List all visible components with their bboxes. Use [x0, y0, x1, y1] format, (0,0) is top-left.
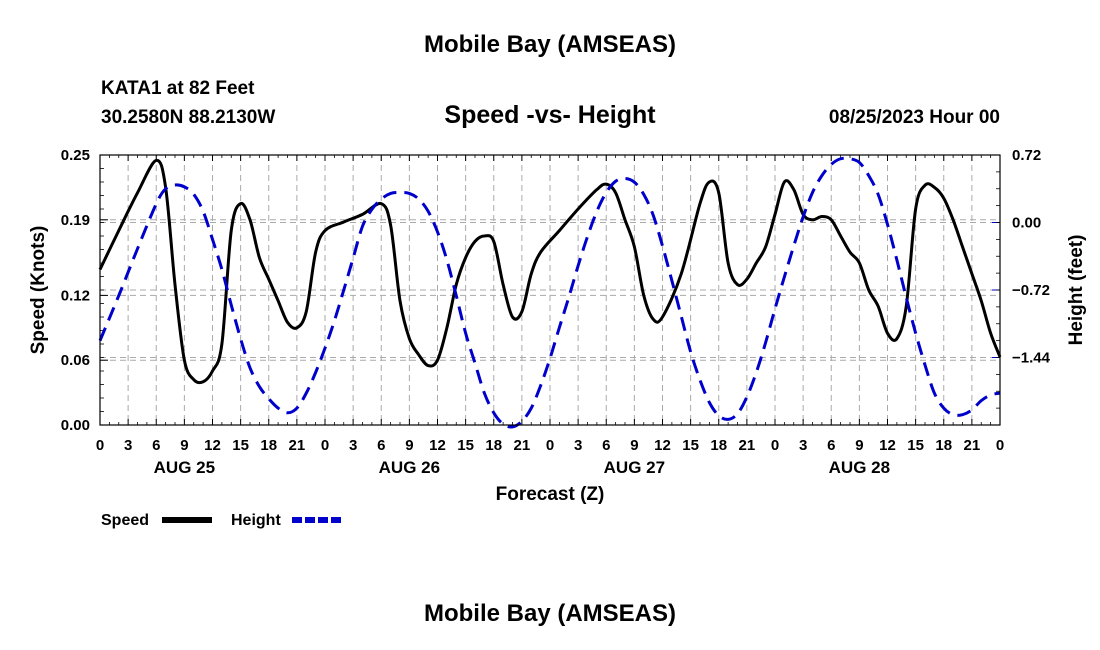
x-tick-label: 12 — [654, 437, 671, 454]
x-tick-label: 6 — [377, 437, 385, 454]
y-left-tick-label: 0.25 — [61, 147, 90, 164]
x-tick-label: 9 — [180, 437, 188, 454]
grid-lines — [100, 154, 1000, 425]
axis-ticks: 0 3 6 9 12 15 18 21 0 3 6 9 12 15 18 21 0 3 6 9 12 15 18 21 0 3 6 9… — [61, 147, 1051, 477]
y-right-tick-label: −1.44 — [1012, 350, 1051, 367]
series-line-speed — [98, 158, 1002, 385]
date-label: AUG 28 — [829, 458, 890, 477]
x-tick-label: 0 — [771, 437, 779, 454]
x-tick-label: 6 — [152, 437, 160, 454]
x-tick-label: 18 — [485, 437, 502, 454]
x-tick-label: 21 — [514, 437, 531, 454]
x-tick-label: 9 — [630, 437, 638, 454]
x-tick-label: 21 — [289, 437, 306, 454]
x-tick-label: 6 — [602, 437, 610, 454]
x-tick-label: 0 — [96, 437, 104, 454]
x-tick-label: 3 — [124, 437, 132, 454]
x-tick-label: 12 — [204, 437, 221, 454]
date-label: AUG 25 — [154, 458, 215, 477]
legend: Speed Height — [101, 512, 342, 529]
run-time: 08/25/2023 Hour 00 — [828, 107, 1000, 128]
x-tick-label: 3 — [574, 437, 582, 454]
y-left-tick-label: 0.19 — [61, 212, 90, 229]
station-label: KATA1 at 82 Feet — [101, 78, 255, 99]
x-tick-label: 3 — [349, 437, 357, 454]
x-tick-label: 3 — [799, 437, 807, 454]
x-tick-label: 21 — [739, 437, 756, 454]
x-tick-label: 18 — [935, 437, 952, 454]
x-tick-label: 15 — [682, 437, 699, 454]
series-layer — [98, 156, 1002, 429]
x-tick-label: 15 — [457, 437, 474, 454]
x-tick-label: 18 — [260, 437, 277, 454]
left-axis-label: Speed (Knots) — [28, 226, 49, 355]
x-tick-label: 9 — [405, 437, 413, 454]
x-tick-label: 21 — [964, 437, 981, 454]
x-tick-label: 15 — [907, 437, 924, 454]
date-label: AUG 26 — [379, 458, 440, 477]
legend-label-height: Height — [231, 512, 281, 529]
chart-subtitle: Speed -vs- Height — [444, 101, 656, 129]
x-axis-label: Forecast (Z) — [496, 484, 605, 505]
x-tick-label: 12 — [429, 437, 446, 454]
x-tick-label: 6 — [827, 437, 835, 454]
x-tick-label: 0 — [546, 437, 554, 454]
date-label: AUG 27 — [604, 458, 665, 477]
right-axis-label: Height (feet) — [1066, 235, 1087, 346]
footer-title: Mobile Bay (AMSEAS) — [423, 600, 677, 627]
station-coordinates: 30.2580N 88.2130W — [101, 107, 276, 128]
y-left-tick-label: 0.06 — [61, 352, 90, 369]
x-tick-label: 18 — [710, 437, 727, 454]
x-tick-label: 0 — [321, 437, 329, 454]
y-left-tick-label: 0.12 — [61, 287, 90, 304]
x-tick-label: 12 — [879, 437, 896, 454]
plot-frame — [99, 154, 1001, 426]
chart-title: Mobile Bay (AMSEAS) — [423, 31, 677, 58]
y-right-tick-label: 0.00 — [1012, 215, 1041, 232]
x-tick-label: 15 — [232, 437, 249, 454]
series-line-height — [98, 156, 1001, 429]
legend-label-speed: Speed — [101, 512, 149, 529]
x-tick-label: 9 — [855, 437, 863, 454]
y-right-tick-label: −0.72 — [1012, 282, 1050, 299]
y-right-tick-label: 0.72 — [1012, 147, 1041, 164]
y-left-tick-label: 0.00 — [61, 417, 90, 434]
axis-labels: Forecast (Z) Speed (Knots) Height (feet) — [28, 226, 1087, 505]
x-tick-label: 0 — [996, 437, 1004, 454]
